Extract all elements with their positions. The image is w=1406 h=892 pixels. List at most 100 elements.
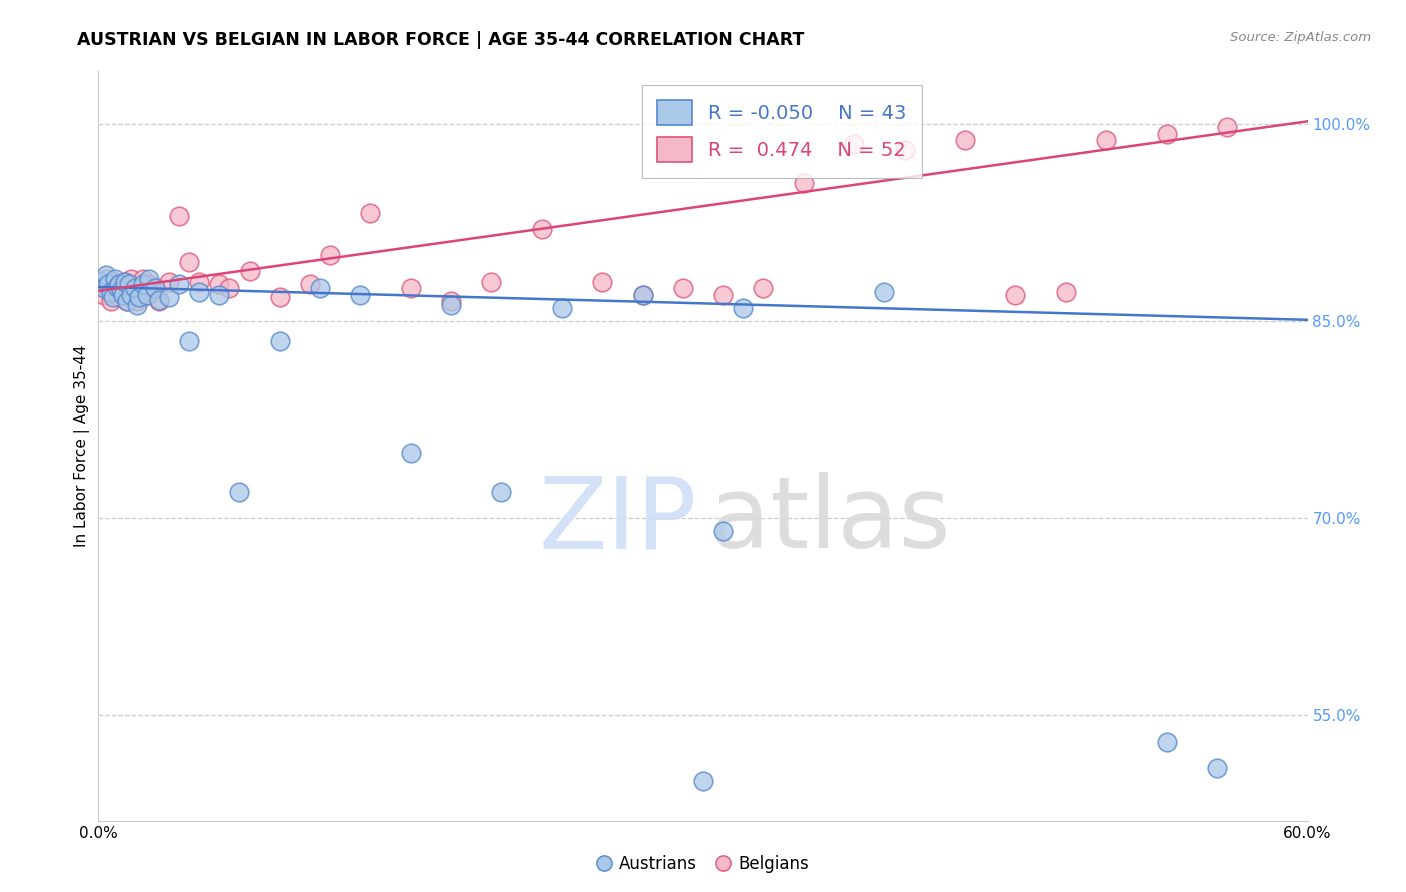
Point bbox=[269, 290, 291, 304]
Point bbox=[1206, 761, 1229, 775]
Point bbox=[105, 280, 128, 294]
Point bbox=[101, 290, 124, 304]
Point bbox=[319, 248, 342, 262]
Point bbox=[188, 285, 211, 300]
Point bbox=[148, 293, 170, 307]
Point bbox=[269, 334, 291, 348]
Point bbox=[91, 278, 114, 293]
Point bbox=[120, 272, 142, 286]
Point bbox=[711, 524, 734, 539]
Point bbox=[228, 485, 250, 500]
Point bbox=[110, 283, 132, 297]
Point bbox=[118, 277, 141, 292]
Point bbox=[179, 334, 201, 348]
Point bbox=[132, 277, 155, 292]
Point bbox=[114, 275, 136, 289]
Point bbox=[218, 281, 240, 295]
Point bbox=[591, 275, 613, 289]
Point bbox=[631, 288, 654, 302]
Point bbox=[100, 294, 122, 309]
Point bbox=[440, 294, 463, 309]
Point bbox=[124, 288, 146, 302]
Text: Source: ZipAtlas.com: Source: ZipAtlas.com bbox=[1230, 31, 1371, 45]
Point bbox=[138, 272, 160, 286]
Point bbox=[481, 275, 503, 289]
Point bbox=[114, 275, 136, 289]
Point bbox=[125, 294, 148, 309]
Point bbox=[124, 281, 146, 295]
Point bbox=[1156, 128, 1178, 142]
Point bbox=[360, 206, 382, 220]
Point bbox=[97, 281, 120, 295]
Point bbox=[551, 301, 574, 315]
Point bbox=[1054, 285, 1077, 300]
Point bbox=[349, 288, 371, 302]
Text: atlas: atlas bbox=[709, 473, 950, 569]
Point bbox=[239, 264, 262, 278]
Point bbox=[399, 445, 422, 459]
Point bbox=[115, 294, 138, 309]
Point bbox=[111, 288, 134, 302]
Point bbox=[93, 288, 115, 302]
Point bbox=[101, 281, 124, 295]
Point bbox=[105, 285, 128, 300]
Point bbox=[167, 209, 190, 223]
Point bbox=[157, 275, 180, 289]
Point bbox=[107, 277, 129, 292]
Point bbox=[103, 275, 125, 289]
Point bbox=[148, 294, 170, 309]
Point bbox=[692, 774, 714, 789]
Point bbox=[107, 290, 129, 304]
Point bbox=[208, 277, 231, 292]
Legend: R = -0.050    N = 43, R =  0.474    N = 52: R = -0.050 N = 43, R = 0.474 N = 52 bbox=[641, 85, 921, 178]
Point bbox=[893, 143, 915, 157]
Point bbox=[97, 277, 120, 292]
Point bbox=[135, 288, 157, 302]
Text: AUSTRIAN VS BELGIAN IN LABOR FORCE | AGE 35-44 CORRELATION CHART: AUSTRIAN VS BELGIAN IN LABOR FORCE | AGE… bbox=[77, 31, 804, 49]
Point bbox=[115, 294, 138, 309]
Point bbox=[135, 288, 157, 302]
Point bbox=[118, 277, 141, 292]
Point bbox=[132, 272, 155, 286]
Y-axis label: In Labor Force | Age 35-44: In Labor Force | Age 35-44 bbox=[75, 345, 90, 547]
Point bbox=[179, 255, 201, 269]
Point bbox=[1156, 735, 1178, 749]
Point bbox=[143, 281, 166, 295]
Point bbox=[143, 281, 166, 295]
Point bbox=[491, 485, 513, 500]
Point bbox=[672, 281, 695, 295]
Point bbox=[1004, 288, 1026, 302]
Point bbox=[309, 281, 332, 295]
Point bbox=[440, 298, 463, 312]
Legend: Austrians, Belgians: Austrians, Belgians bbox=[591, 848, 815, 880]
Point bbox=[299, 277, 322, 292]
Point bbox=[873, 285, 896, 300]
Point bbox=[157, 290, 180, 304]
Point bbox=[208, 288, 231, 302]
Point bbox=[96, 272, 118, 286]
Point bbox=[110, 281, 132, 295]
Point bbox=[100, 285, 122, 300]
Point bbox=[844, 136, 866, 151]
Point bbox=[1095, 133, 1118, 147]
Point bbox=[188, 275, 211, 289]
Point bbox=[128, 290, 150, 304]
Point bbox=[91, 275, 114, 289]
Point bbox=[399, 281, 422, 295]
Point bbox=[128, 281, 150, 295]
Point bbox=[711, 288, 734, 302]
Point bbox=[1216, 120, 1239, 134]
Point bbox=[733, 301, 755, 315]
Point bbox=[125, 298, 148, 312]
Point bbox=[93, 281, 115, 295]
Point bbox=[631, 288, 654, 302]
Point bbox=[953, 133, 976, 147]
Point bbox=[103, 272, 125, 286]
Point bbox=[111, 288, 134, 302]
Text: ZIP: ZIP bbox=[538, 473, 697, 569]
Point bbox=[167, 277, 190, 292]
Point bbox=[120, 288, 142, 302]
Point bbox=[793, 176, 815, 190]
Point bbox=[96, 268, 118, 282]
Point bbox=[138, 277, 160, 292]
